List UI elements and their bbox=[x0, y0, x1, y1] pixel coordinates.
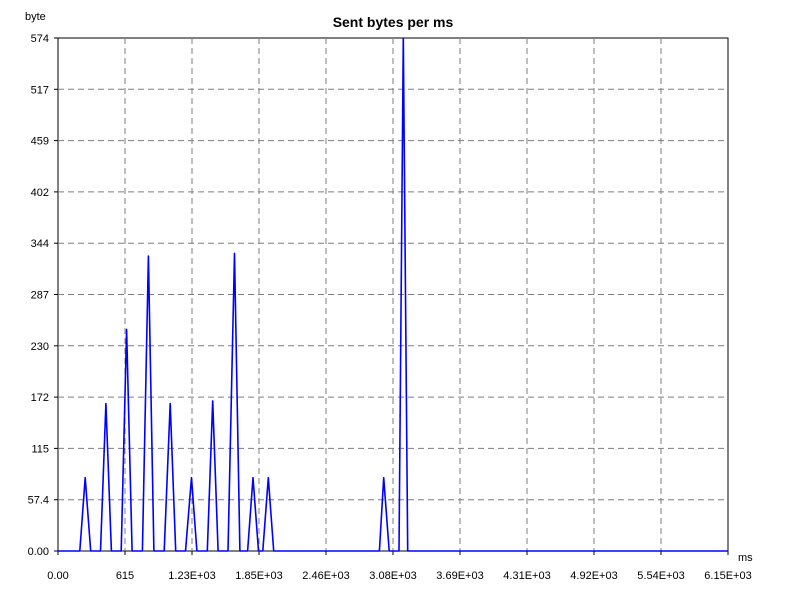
y-tick-label: 517 bbox=[31, 84, 49, 96]
y-tick-label: 344 bbox=[31, 238, 49, 250]
x-tick-label: 3.69E+03 bbox=[436, 570, 483, 582]
x-tick-label: 0.00 bbox=[47, 570, 68, 582]
y-tick-label: 0.00 bbox=[28, 546, 49, 558]
grid-lines bbox=[54, 37, 729, 555]
x-tick-label: 6.15E+03 bbox=[704, 570, 751, 582]
chart-title: Sent bytes per ms bbox=[333, 14, 454, 30]
y-tick-label: 402 bbox=[31, 187, 49, 199]
series-layer bbox=[58, 37, 728, 552]
y-tick-label: 230 bbox=[31, 341, 49, 353]
x-tick-label: 5.54E+03 bbox=[637, 570, 684, 582]
x-tick-label: 4.31E+03 bbox=[503, 570, 550, 582]
y-tick-label: 57.4 bbox=[28, 495, 49, 507]
x-tick-label: 2.46E+03 bbox=[302, 570, 349, 582]
y-tick-label: 172 bbox=[31, 392, 49, 404]
tick-labels: 0.00 615 1.23E+03 1.85E+03 2.46E+03 3.08E+03 3… bbox=[28, 33, 752, 582]
y-axis-unit: byte bbox=[25, 11, 46, 23]
x-tick-label: 1.85E+03 bbox=[235, 570, 282, 582]
y-tick-label: 574 bbox=[31, 33, 49, 45]
x-tick-label: 1.23E+03 bbox=[168, 570, 215, 582]
x-axis-unit: ms bbox=[738, 552, 753, 564]
series-line bbox=[58, 37, 728, 552]
x-tick-label: 3.08E+03 bbox=[369, 570, 416, 582]
y-tick-label: 115 bbox=[31, 443, 49, 455]
x-tick-label: 4.92E+03 bbox=[570, 570, 617, 582]
x-tick-label: 615 bbox=[116, 570, 134, 582]
y-tick-label: 459 bbox=[31, 136, 49, 148]
y-tick-label: 287 bbox=[31, 290, 49, 302]
